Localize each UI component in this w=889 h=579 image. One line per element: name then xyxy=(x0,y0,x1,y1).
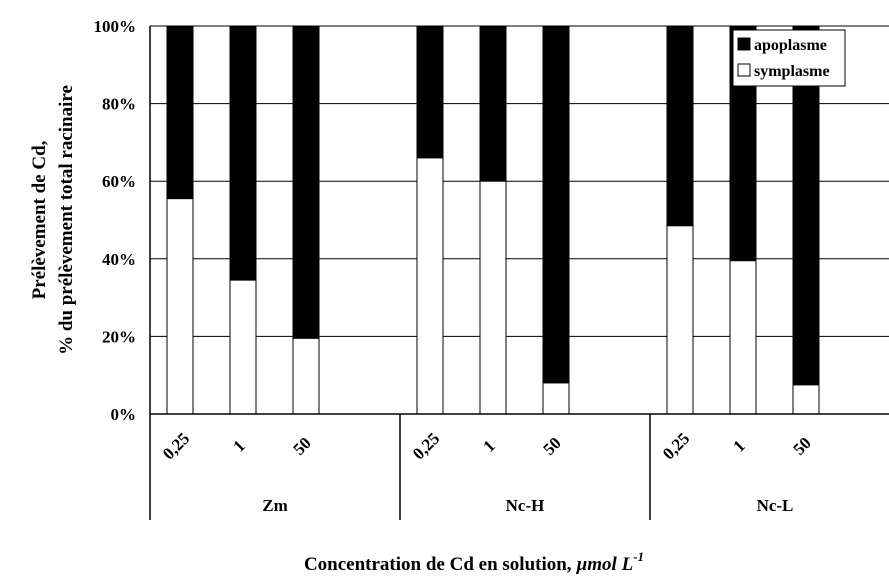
bar-apoplasme xyxy=(166,25,194,200)
bar-symplasme xyxy=(292,337,320,415)
x-axis-title-main: Concentration de Cd en solution, xyxy=(304,554,576,575)
legend: apoplasme symplasme xyxy=(732,29,846,87)
legend-box xyxy=(732,29,846,87)
bar-apoplasme xyxy=(229,25,257,281)
x-tick-label: 50 xyxy=(289,433,314,458)
y-ticks: 0% 20% 40% 60% 80% 100% xyxy=(94,17,137,424)
x-axis-title-unit: µmol L xyxy=(575,554,633,575)
bar-symplasme xyxy=(229,279,257,415)
group-label: Zm xyxy=(262,496,288,515)
y-tick-label: 40% xyxy=(102,250,136,269)
y-tick-label: 20% xyxy=(102,327,136,346)
x-tick-label: 1 xyxy=(729,436,748,455)
x-tick-label: 1 xyxy=(229,436,248,455)
axes xyxy=(149,26,889,520)
x-tick-label: 50 xyxy=(789,433,814,458)
bar-symplasme xyxy=(729,260,757,415)
bar-symplasme xyxy=(542,382,570,415)
x-tick-label: 1 xyxy=(479,436,498,455)
legend-label-symplasme: symplasme xyxy=(754,63,830,80)
bar-symplasme xyxy=(479,180,507,415)
y-tick-label: 100% xyxy=(94,17,137,36)
gridlines xyxy=(150,25,889,337)
y-tick-label: 60% xyxy=(102,172,136,191)
bar-symplasme xyxy=(666,225,694,415)
group-labels: Zm Nc-H Nc-L xyxy=(262,496,793,515)
bar-apoplasme xyxy=(479,25,507,182)
x-tick-label: 0,25 xyxy=(659,429,693,463)
x-axis-title-exponent: -1 xyxy=(633,549,644,564)
x-tick-label: 50 xyxy=(539,433,564,458)
bars xyxy=(166,25,820,415)
legend-swatch-symplasme xyxy=(737,63,751,77)
bar-apoplasme xyxy=(292,25,320,339)
x-tick-label: 0,25 xyxy=(159,429,193,463)
legend-swatch-apoplasme xyxy=(737,37,751,51)
bar-symplasme xyxy=(416,157,444,415)
bar-apoplasme xyxy=(542,25,570,384)
y-tick-label: 0% xyxy=(111,405,137,424)
group-label: Nc-H xyxy=(506,496,545,515)
bar-symplasme xyxy=(166,198,194,415)
x-ticks: 0,25 1 50 0,25 1 50 0,25 1 50 xyxy=(159,429,815,463)
bar-symplasme xyxy=(792,384,820,415)
x-axis-title: Concentration de Cd en solution, µmol L-… xyxy=(304,549,644,575)
x-tick-label: 0,25 xyxy=(409,429,443,463)
bar-apoplasme xyxy=(666,25,694,227)
y-tick-label: 80% xyxy=(102,95,136,114)
legend-label-apoplasme: apoplasme xyxy=(754,37,827,54)
y-axis-title-line2: % du prélèvement total racinaire xyxy=(56,85,77,355)
group-label: Nc-L xyxy=(757,496,794,515)
bar-apoplasme xyxy=(416,25,444,159)
y-axis-title-line1: Prélèvement de Cd, xyxy=(29,140,50,299)
